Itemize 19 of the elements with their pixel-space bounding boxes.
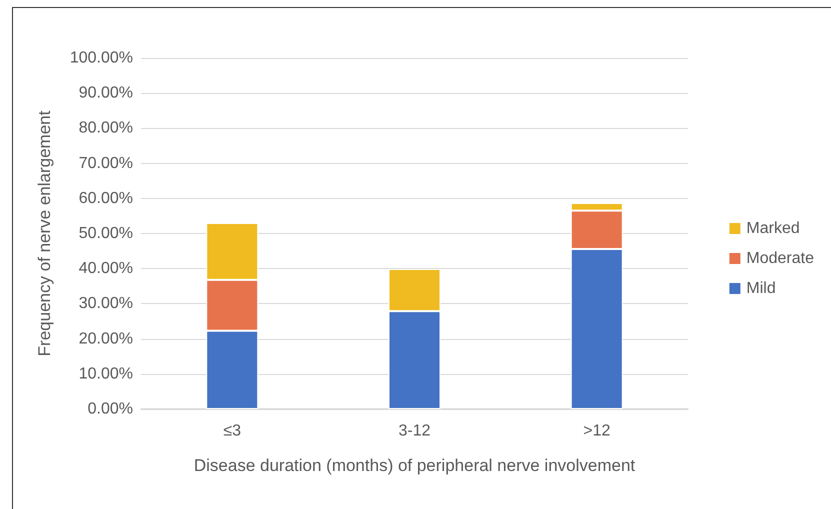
- legend-label: Mild: [746, 280, 776, 297]
- x-tick-label: ≤3: [223, 422, 242, 440]
- y-tick-label: 20.00%: [78, 330, 133, 348]
- legend-label: Marked: [746, 220, 800, 237]
- y-tick-label: 10.00%: [78, 365, 133, 382]
- y-tick-label: 50.00%: [78, 225, 133, 242]
- x-tick-label: >12: [583, 422, 611, 440]
- y-tick-label: 90.00%: [78, 84, 133, 102]
- y-axis-title: Frequency of nerve enlargement: [35, 110, 54, 356]
- y-tick-label: 0.00%: [88, 400, 133, 418]
- legend-label: Moderate: [746, 250, 814, 267]
- y-tick-label: 70.00%: [78, 154, 133, 172]
- y-tick-label: 80.00%: [78, 120, 133, 137]
- x-axis-title: Disease duration (months) of peripheral nerve involvement: [194, 456, 636, 475]
- x-tick-label: 3-12: [398, 422, 431, 440]
- y-tick-label: 60.00%: [78, 190, 133, 207]
- y-tick-label: 100.00%: [70, 50, 133, 66]
- y-tick-label: 30.00%: [78, 295, 133, 312]
- y-tick-label: 40.00%: [78, 260, 133, 278]
